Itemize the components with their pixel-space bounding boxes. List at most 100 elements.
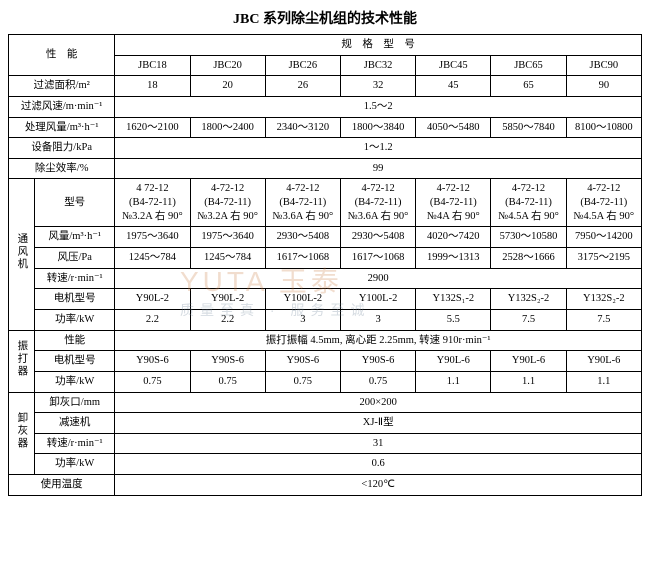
cell: 2900 [115, 268, 642, 289]
cell: 1999～1313 [416, 248, 491, 269]
cell: 0.75 [190, 371, 265, 392]
cell: 1.1 [566, 371, 641, 392]
model-col: JBC26 [265, 55, 340, 76]
table-row: 使用温度 <120℃ [9, 475, 642, 496]
page-title: JBC 系列除尘机组的技术性能 [8, 8, 642, 28]
row-label: 功率/kW [35, 454, 115, 475]
cell: 0.75 [115, 371, 190, 392]
header-spec: 规 格 型 号 [115, 35, 642, 56]
table-row: 风量/m³·h⁻¹ 1975～3640 1975～3640 2930～5408 … [9, 227, 642, 248]
cell: 4-72-12(B4-72-11)№4.5A 右 90° [566, 179, 641, 227]
cell: 26 [265, 76, 340, 97]
row-label: 性能 [35, 330, 115, 351]
model-col: JBC32 [340, 55, 415, 76]
cell: 振打振幅 4.5mm, 离心距 2.25mm, 转速 910r·min⁻¹ [115, 330, 642, 351]
cell: 31 [115, 433, 642, 454]
group-discharger: 卸灰器 [9, 392, 35, 475]
cell: 1800～3840 [340, 117, 415, 138]
cell: 2340～3120 [265, 117, 340, 138]
cell: <120℃ [115, 475, 642, 496]
row-label: 过滤面积/m² [9, 76, 115, 97]
cell: 200×200 [115, 392, 642, 413]
cell: 4-72-12(B4-72-11)№3.6A 右 90° [340, 179, 415, 227]
table-row: 过滤风速/m·min⁻¹ 1.5～2 [9, 96, 642, 117]
cell: Y90L-6 [491, 351, 566, 372]
table-row: 振打器 性能 振打振幅 4.5mm, 离心距 2.25mm, 转速 910r·m… [9, 330, 642, 351]
row-label: 电机型号 [35, 351, 115, 372]
cell: XJ-Ⅱ型 [115, 413, 642, 434]
row-label: 功率/kW [35, 309, 115, 330]
table-row: 转速/r·min⁻¹ 31 [9, 433, 642, 454]
cell: 4-72-12(B4-72-11)№3.6A 右 90° [265, 179, 340, 227]
cell: 4 72-12(B4-72-11)№3.2A 右 90° [115, 179, 190, 227]
cell: 1620～2100 [115, 117, 190, 138]
cell: Y132S₁-2 [416, 289, 491, 310]
cell: Y90L-2 [190, 289, 265, 310]
cell: Y90S-6 [115, 351, 190, 372]
cell: 5730～10580 [491, 227, 566, 248]
cell: 7.5 [566, 309, 641, 330]
cell: Y132S₂-2 [491, 289, 566, 310]
table-row: 风压/Pa 1245～784 1245～784 1617～1068 1617～1… [9, 248, 642, 269]
cell: 2.2 [115, 309, 190, 330]
model-col: JBC20 [190, 55, 265, 76]
cell: 1～1.2 [115, 138, 642, 159]
row-label: 卸灰口/mm [35, 392, 115, 413]
row-label: 型号 [35, 179, 115, 227]
cell: 32 [340, 76, 415, 97]
cell: 45 [416, 76, 491, 97]
group-fan: 通风机 [9, 179, 35, 330]
row-label: 减速机 [35, 413, 115, 434]
cell: 20 [190, 76, 265, 97]
cell: 3 [340, 309, 415, 330]
row-label: 过滤风速/m·min⁻¹ [9, 96, 115, 117]
cell: 65 [491, 76, 566, 97]
header-perf: 性 能 [9, 35, 115, 76]
row-label: 风量/m³·h⁻¹ [35, 227, 115, 248]
table-row: 过滤面积/m² 18 20 26 32 45 65 90 [9, 76, 642, 97]
cell: 1617～1068 [340, 248, 415, 269]
table-row: 功率/kW 0.75 0.75 0.75 0.75 1.1 1.1 1.1 [9, 371, 642, 392]
table-row: 转速/r·min⁻¹ 2900 [9, 268, 642, 289]
cell: Y90L-6 [566, 351, 641, 372]
table-row: 功率/kW 2.2 2.2 3 3 5.5 7.5 7.5 [9, 309, 642, 330]
table-row: 设备阻力/kPa 1～1.2 [9, 138, 642, 159]
model-col: JBC90 [566, 55, 641, 76]
cell: 1975～3640 [190, 227, 265, 248]
cell: 0.75 [340, 371, 415, 392]
model-col: JBC45 [416, 55, 491, 76]
cell: 5850～7840 [491, 117, 566, 138]
table-row: 电机型号 Y90S-6 Y90S-6 Y90S-6 Y90S-6 Y90L-6 … [9, 351, 642, 372]
spec-table: 性 能 规 格 型 号 JBC18 JBC20 JBC26 JBC32 JBC4… [8, 34, 642, 496]
row-label: 使用温度 [9, 475, 115, 496]
cell: 2930～5408 [340, 227, 415, 248]
cell: 2930～5408 [265, 227, 340, 248]
cell: 4020～7420 [416, 227, 491, 248]
cell: Y90L-6 [416, 351, 491, 372]
cell: 1.1 [416, 371, 491, 392]
table-row: 功率/kW 0.6 [9, 454, 642, 475]
cell: 4-72-12(B4-72-11)№3.2A 右 90° [190, 179, 265, 227]
model-col: JBC65 [491, 55, 566, 76]
cell: 99 [115, 158, 642, 179]
cell: Y90L-2 [115, 289, 190, 310]
cell: 1617～1068 [265, 248, 340, 269]
table-row: 卸灰器 卸灰口/mm 200×200 [9, 392, 642, 413]
row-label: 设备阻力/kPa [9, 138, 115, 159]
cell: Y90S-6 [265, 351, 340, 372]
cell: 1975～3640 [115, 227, 190, 248]
cell: 4050～5480 [416, 117, 491, 138]
row-label: 转速/r·min⁻¹ [35, 433, 115, 454]
cell: 3175～2195 [566, 248, 641, 269]
cell: Y100L-2 [340, 289, 415, 310]
table-row: 处理风量/m³·h⁻¹ 1620～2100 1800～2400 2340～312… [9, 117, 642, 138]
table-row: 除尘效率/% 99 [9, 158, 642, 179]
cell: 3 [265, 309, 340, 330]
row-label: 功率/kW [35, 371, 115, 392]
row-label: 电机型号 [35, 289, 115, 310]
cell: 18 [115, 76, 190, 97]
model-col: JBC18 [115, 55, 190, 76]
group-shaker: 振打器 [9, 330, 35, 392]
cell: 2.2 [190, 309, 265, 330]
cell: 4-72-12(B4-72-11)№4A 右 90° [416, 179, 491, 227]
